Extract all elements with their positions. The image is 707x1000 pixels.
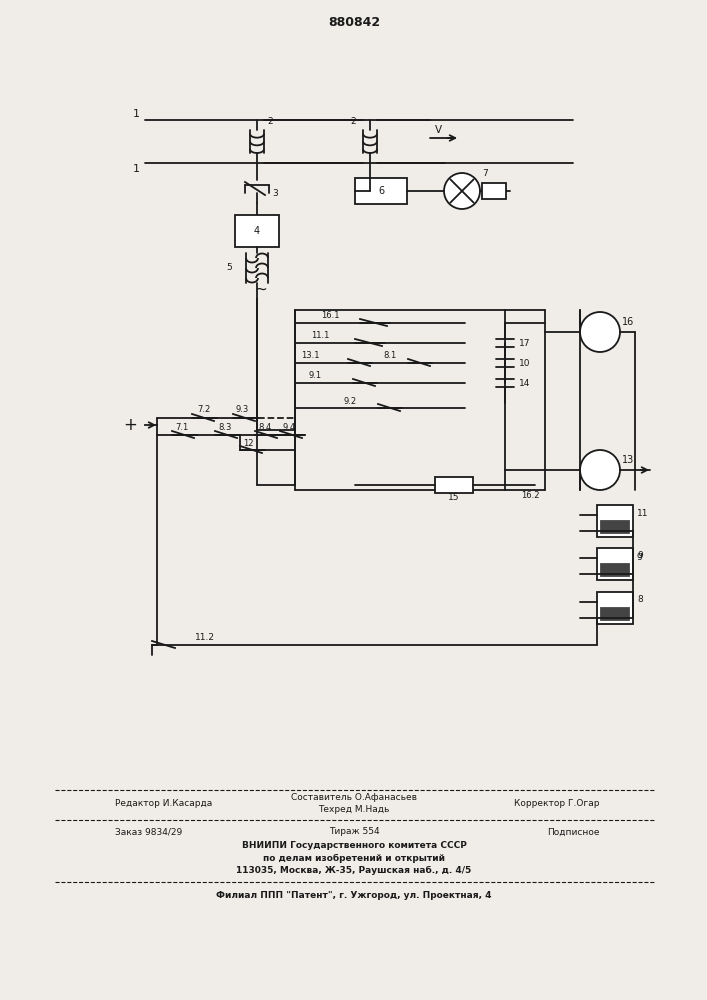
Text: 13.1: 13.1	[300, 352, 320, 360]
Text: 9.3: 9.3	[236, 406, 250, 414]
Bar	[601, 521, 629, 533]
Circle shape	[580, 450, 620, 490]
Text: по делам изобретений и открытий: по делам изобретений и открытий	[263, 853, 445, 863]
Text: 1: 1	[133, 109, 140, 119]
Text: 2: 2	[351, 117, 356, 126]
Text: 7: 7	[482, 168, 488, 178]
Text: Филиал ППП "Патент", г. Ужгород, ул. Проектная, 4: Филиал ППП "Патент", г. Ужгород, ул. Про…	[216, 890, 492, 900]
Text: Подписное: Подписное	[547, 828, 600, 836]
Text: 11.1: 11.1	[311, 332, 329, 340]
Bar	[601, 608, 629, 620]
Text: 3: 3	[272, 188, 278, 198]
Text: 9.2: 9.2	[344, 396, 356, 406]
Text: 11: 11	[637, 508, 648, 518]
Text: 8.3: 8.3	[218, 422, 231, 432]
Text: 113035, Москва, Ж-35, Раушская наб., д. 4/5: 113035, Москва, Ж-35, Раушская наб., д. …	[236, 865, 472, 875]
Text: 4: 4	[254, 226, 260, 236]
Text: 2: 2	[267, 117, 273, 126]
Text: 11.2: 11.2	[195, 633, 215, 642]
Text: 14: 14	[519, 378, 530, 387]
Text: 16.1: 16.1	[321, 312, 339, 320]
Text: Заказ 9834/29: Заказ 9834/29	[115, 828, 182, 836]
Text: 9.1: 9.1	[308, 371, 322, 380]
Bar	[601, 564, 629, 576]
Text: ВНИИПИ Государственного комитета СССР: ВНИИПИ Государственного комитета СССР	[242, 842, 467, 850]
Text: 12: 12	[243, 438, 254, 448]
Text: 8.4: 8.4	[258, 422, 271, 432]
Text: Корректор Г.Огар: Корректор Г.Огар	[515, 800, 600, 808]
Text: V: V	[435, 125, 442, 135]
Bar	[355, 178, 407, 204]
Text: 8: 8	[637, 595, 643, 604]
Circle shape	[444, 173, 480, 209]
Text: Составитель О.Афанасьев: Составитель О.Афанасьев	[291, 792, 417, 802]
Text: g: g	[637, 552, 643, 560]
Text: 1: 1	[133, 164, 140, 174]
Text: 13: 13	[622, 455, 634, 465]
Bar	[482, 183, 506, 199]
Bar	[435, 477, 473, 493]
Text: Техред М.Надь: Техред М.Надь	[318, 804, 390, 814]
Text: 9: 9	[637, 552, 643, 560]
Text: 880842: 880842	[328, 15, 380, 28]
Text: 5: 5	[226, 262, 232, 271]
Text: 6: 6	[378, 186, 384, 196]
Text: 16.2: 16.2	[521, 490, 539, 499]
Bar	[597, 592, 633, 624]
Bar	[235, 215, 279, 247]
Text: 7.1: 7.1	[175, 422, 188, 432]
Text: Редактор И.Касарда: Редактор И.Касарда	[115, 800, 212, 808]
Text: 8.1: 8.1	[383, 352, 397, 360]
Text: 17: 17	[519, 338, 530, 348]
Text: +: +	[123, 416, 137, 434]
Circle shape	[580, 312, 620, 352]
Text: Тираж 554: Тираж 554	[329, 828, 380, 836]
Text: 7.2: 7.2	[197, 406, 210, 414]
Text: 15: 15	[448, 493, 460, 502]
Text: 9.4: 9.4	[283, 422, 296, 432]
Bar	[597, 505, 633, 537]
Text: 16: 16	[622, 317, 634, 327]
Text: ~: ~	[255, 282, 267, 296]
Bar	[597, 548, 633, 580]
Text: 10: 10	[519, 359, 530, 367]
